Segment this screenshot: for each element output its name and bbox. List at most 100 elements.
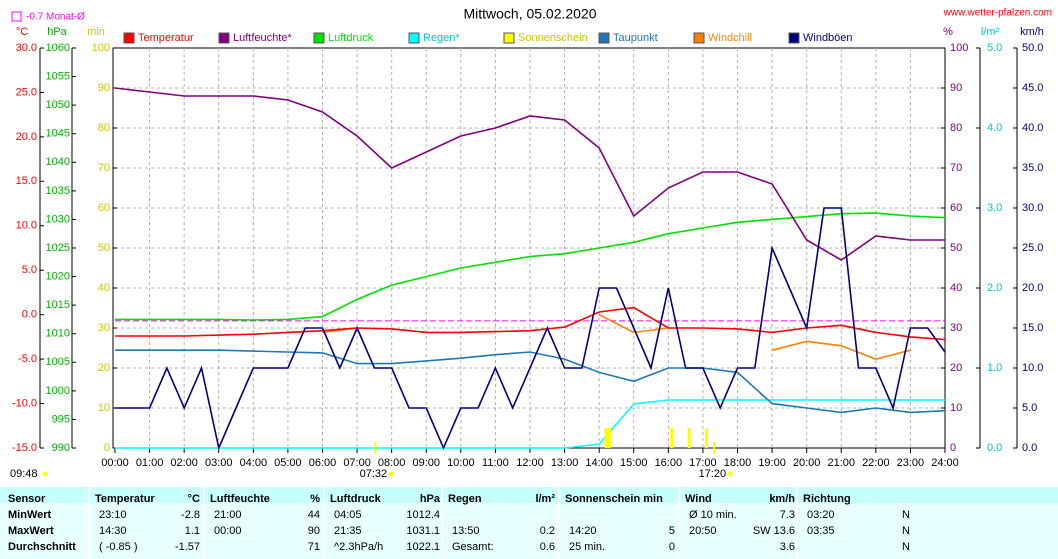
y-tick-label: 5.0 [987, 42, 1002, 54]
x-tick-label: 07:00 [343, 457, 371, 469]
y-tick-label: 1045 [46, 128, 70, 140]
day-length-marker [42, 471, 48, 477]
table-header: Sonnenschein min [565, 493, 663, 505]
x-tick-label: 09:00 [412, 457, 440, 469]
sun-event-label: 07:32 [360, 468, 388, 480]
x-tick-label: 12:00 [516, 457, 544, 469]
table-cell: 1012.4 [406, 509, 440, 521]
legend-swatch [408, 32, 420, 44]
table-cell: 90 [308, 525, 320, 537]
y-tick-label: 0.0 [987, 442, 1002, 454]
table-header-unit: km/h [769, 493, 795, 505]
y-tick-label: 990 [52, 442, 70, 454]
y-tick-label: 20.0 [1022, 282, 1043, 294]
x-tick-label: 02:00 [170, 457, 198, 469]
table-header: Sensor [8, 493, 46, 505]
y-tick-label: 100 [92, 42, 110, 54]
table-header: Luftfeuchte [210, 493, 270, 505]
axis-unit: % [943, 26, 953, 38]
sunshine-bar [670, 428, 674, 448]
table-header: Luftdruck [330, 493, 382, 505]
y-tick-label: 80 [950, 122, 962, 134]
y-tick-label: 40 [950, 282, 962, 294]
y-tick-label: 1040 [46, 156, 70, 168]
y-tick-label: 5.0 [22, 264, 37, 276]
table-cell: 00:00 [214, 525, 242, 537]
table-cell: N [902, 525, 910, 537]
table-cell: ^2.3hPa/h [334, 541, 383, 553]
y-tick-label: 30.0 [1022, 202, 1043, 214]
legend-swatch [503, 32, 515, 44]
x-tick-label: 13:00 [551, 457, 579, 469]
x-tick-label: 11:00 [482, 457, 509, 469]
y-tick-label: 60 [950, 202, 962, 214]
legend-label: Windchill [708, 32, 752, 44]
table-cell: 5 [669, 525, 675, 537]
table-cell: 14:20 [569, 525, 597, 537]
y-tick-label: 1025 [46, 242, 70, 254]
table-header-unit: °C [188, 493, 200, 505]
table-cell: 13:50 [452, 525, 480, 537]
legend-label: Windböen [803, 32, 853, 44]
y-tick-label: 20.0 [16, 131, 37, 143]
table-cell: 3.6 [780, 541, 795, 553]
y-tick-label: 1060 [46, 42, 70, 54]
table-cell: 21:35 [334, 525, 362, 537]
y-tick-label: 2.0 [987, 282, 1002, 294]
table-header: Wind [685, 493, 712, 505]
y-tick-label: 1050 [46, 99, 70, 111]
legend-swatch [218, 32, 230, 44]
y-tick-label: 30.0 [16, 42, 37, 54]
table-cell: 71 [308, 541, 320, 553]
y-tick-label: 5.0 [1022, 402, 1037, 414]
y-tick-label: 40 [98, 282, 110, 294]
legend-label: Luftdruck [328, 32, 374, 44]
source-label: www.wetter-pfalzen.com [943, 8, 1052, 19]
legend-label: Luftfeuchte* [233, 32, 292, 44]
table-cell: 25 min. [569, 541, 605, 553]
x-tick-label: 14:00 [585, 457, 613, 469]
y-tick-label: 0.0 [22, 309, 37, 321]
y-tick-label: 30 [950, 322, 962, 334]
y-tick-label: 1035 [46, 185, 70, 197]
y-tick-label: 1030 [46, 213, 70, 225]
y-tick-label: 1005 [46, 356, 70, 368]
x-tick-label: 19:00 [758, 457, 786, 469]
y-tick-label: 80 [98, 122, 110, 134]
y-tick-label: 0.0 [1022, 442, 1037, 454]
y-tick-label: 0 [950, 442, 956, 454]
table-cell: 1022.1 [406, 541, 440, 553]
sun-marker [727, 471, 733, 477]
x-tick-label: 01:00 [136, 457, 164, 469]
x-tick-label: 03:00 [205, 457, 233, 469]
x-tick-label: 24:00 [931, 457, 959, 469]
legend-swatch [123, 32, 135, 44]
table-cell: 04:05 [334, 509, 362, 521]
y-tick-label: 15.0 [1022, 322, 1043, 334]
table-header-unit: l/m² [535, 493, 555, 505]
table-cell: -2.8 [181, 509, 200, 521]
table-cell: 0.6 [540, 541, 555, 553]
day-length: 09:48 [10, 468, 38, 480]
y-tick-label: 1010 [46, 328, 70, 340]
x-tick-label: 21:00 [827, 457, 855, 469]
sun-event-label: 17:20 [699, 468, 727, 480]
sunshine-bar [704, 428, 708, 448]
x-tick-label: 00:00 [101, 457, 129, 469]
x-tick-label: 22:00 [862, 457, 890, 469]
table-header: Richtung [803, 493, 851, 505]
x-tick-label: 16:00 [655, 457, 683, 469]
y-tick-label: 0 [104, 442, 110, 454]
y-tick-label: 50.0 [1022, 42, 1043, 54]
y-tick-label: 10.0 [16, 220, 37, 232]
table-row-label: Durchschnitt [8, 541, 76, 553]
x-tick-label: 15:00 [620, 457, 648, 469]
sunshine-bar [604, 428, 608, 448]
table-header: Regen [448, 493, 482, 505]
table-cell: 21:00 [214, 509, 242, 521]
legend-swatch [313, 32, 325, 44]
table-cell: 20:50 [689, 525, 717, 537]
axis-unit: km/h [1020, 26, 1044, 38]
y-tick-label: 70 [950, 162, 962, 174]
y-tick-label: 35.0 [1022, 162, 1043, 174]
